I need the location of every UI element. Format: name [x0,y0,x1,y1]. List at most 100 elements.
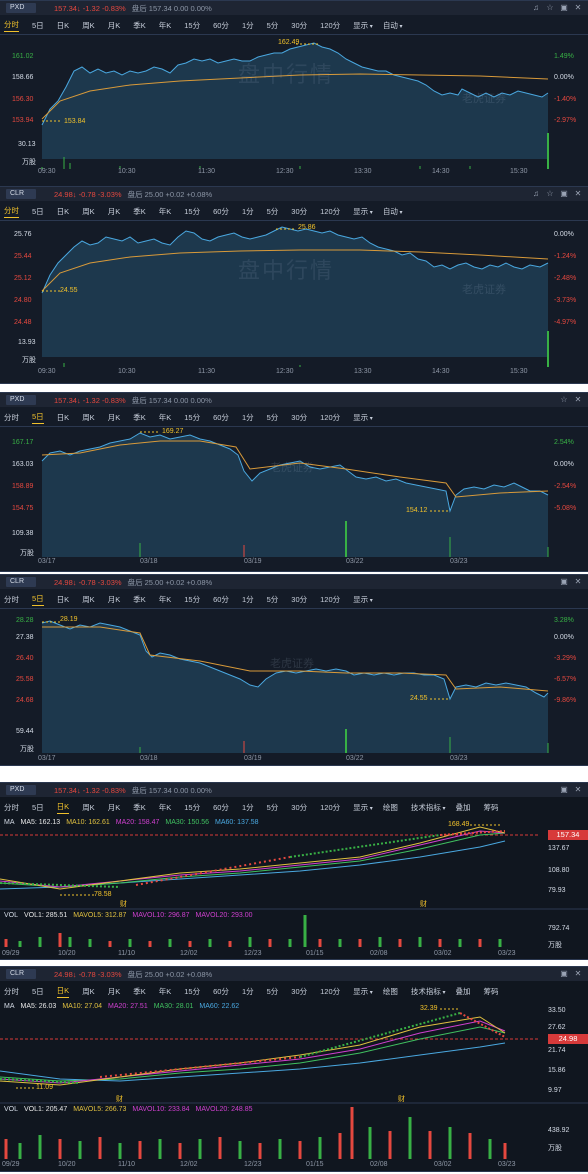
tab-quarterly[interactable]: 季K [133,594,146,604]
tab-monthly[interactable]: 月K [107,412,121,422]
display-dropdown[interactable]: 显示 [353,594,373,605]
tab-120min[interactable]: 120分 [320,206,341,216]
close-icon[interactable]: ✕ [574,189,582,198]
draw-button[interactable]: 绘图 [382,986,398,996]
tab-monthly[interactable]: 月K [107,594,121,604]
tab-yearly[interactable]: 年K [158,594,172,604]
tab-1min[interactable]: 1分 [241,802,254,812]
earnings-marker[interactable]: 财 [116,1096,123,1103]
tab-120min[interactable]: 120分 [320,802,341,812]
tab-30min[interactable]: 30分 [291,206,308,216]
auto-dropdown[interactable]: 自动 [383,20,403,31]
tab-30min[interactable]: 30分 [291,412,308,422]
tab-weekly[interactable]: 周K [82,412,95,422]
tab-quarterly[interactable]: 季K [133,206,146,216]
tab-weekly[interactable]: 周K [82,20,95,30]
tab-60min[interactable]: 60分 [213,986,229,996]
chips-button[interactable]: 筹码 [483,986,499,996]
tab-5day[interactable]: 5日 [32,593,44,606]
display-dropdown[interactable]: 显示 [353,206,373,217]
tab-60min[interactable]: 60分 [213,206,229,216]
star-icon[interactable]: ☆ [546,189,554,198]
tab-yearly[interactable]: 年K [158,802,172,812]
ticker-badge[interactable]: PXD [6,785,36,795]
close-icon[interactable]: ✕ [574,969,582,978]
display-dropdown[interactable]: 显示 [353,802,373,813]
tab-120min[interactable]: 120分 [320,986,341,996]
tab-intraday[interactable]: 分时 [4,802,19,812]
ticker-badge[interactable]: CLR [6,577,36,587]
tab-5day[interactable]: 5日 [32,206,44,216]
tab-60min[interactable]: 60分 [213,20,229,30]
tab-15min[interactable]: 15分 [184,206,201,216]
tab-15min[interactable]: 15分 [184,20,201,30]
tab-60min[interactable]: 60分 [213,594,229,604]
earnings-marker[interactable]: 财 [398,1096,405,1103]
tab-1min[interactable]: 1分 [241,594,254,604]
tab-5day[interactable]: 5日 [32,20,44,30]
tab-15min[interactable]: 15分 [184,986,201,996]
tab-monthly[interactable]: 月K [107,20,121,30]
close-icon[interactable]: ✕ [574,3,582,12]
star-icon[interactable]: ☆ [546,3,554,12]
tab-monthly[interactable]: 月K [107,986,121,996]
layout-icon[interactable]: ▣ [560,785,568,794]
display-dropdown[interactable]: 显示 [353,20,373,31]
tab-yearly[interactable]: 年K [158,412,172,422]
close-icon[interactable]: ✕ [574,577,582,586]
chips-button[interactable]: 筹码 [483,802,499,812]
display-dropdown[interactable]: 显示 [353,986,373,997]
tab-5min[interactable]: 5分 [266,594,279,604]
tab-1min[interactable]: 1分 [241,986,254,996]
close-icon[interactable]: ✕ [574,395,582,404]
tab-30min[interactable]: 30分 [291,594,308,604]
tab-120min[interactable]: 120分 [320,412,341,422]
ticker-badge[interactable]: PXD [6,395,36,405]
tab-monthly[interactable]: 月K [107,802,121,812]
tab-60min[interactable]: 60分 [213,802,229,812]
tab-quarterly[interactable]: 季K [133,20,146,30]
tab-5day[interactable]: 5日 [32,986,44,996]
indicators-dropdown[interactable]: 技术指标 [411,802,446,813]
tab-intraday[interactable]: 分时 [4,412,19,422]
draw-button[interactable]: 绘图 [382,802,398,812]
tab-1min[interactable]: 1分 [241,412,254,422]
tab-intraday[interactable]: 分时 [4,594,19,604]
tab-quarterly[interactable]: 季K [133,986,146,996]
layout-icon[interactable]: ▣ [560,577,568,586]
tab-60min[interactable]: 60分 [213,412,229,422]
tab-weekly[interactable]: 周K [82,206,95,216]
tab-quarterly[interactable]: 季K [133,802,146,812]
tab-1min[interactable]: 1分 [241,206,254,216]
tab-5min[interactable]: 5分 [266,412,279,422]
tab-weekly[interactable]: 周K [82,594,95,604]
tab-yearly[interactable]: 年K [158,206,172,216]
ticker-badge[interactable]: CLR [6,969,36,979]
star-icon[interactable]: ☆ [560,395,568,404]
tab-15min[interactable]: 15分 [184,802,201,812]
tab-weekly[interactable]: 周K [82,986,95,996]
layout-icon[interactable]: ▣ [560,969,568,978]
bell-icon[interactable]: ♫ [533,189,539,198]
tab-5min[interactable]: 5分 [266,986,279,996]
indicators-dropdown[interactable]: 技术指标 [411,986,446,997]
tab-30min[interactable]: 30分 [291,802,308,812]
layout-icon[interactable]: ▣ [560,3,568,12]
tab-daily[interactable]: 日K [56,594,70,604]
tab-daily[interactable]: 日K [56,801,70,814]
tab-5day[interactable]: 5日 [32,411,44,424]
tab-5min[interactable]: 5分 [266,20,279,30]
tab-30min[interactable]: 30分 [291,986,308,996]
tab-yearly[interactable]: 年K [158,986,172,996]
layout-icon[interactable]: ▣ [560,189,568,198]
tab-5min[interactable]: 5分 [266,206,279,216]
tab-weekly[interactable]: 周K [82,802,95,812]
tab-1min[interactable]: 1分 [241,20,254,30]
tab-5day[interactable]: 5日 [32,802,44,812]
auto-dropdown[interactable]: 自动 [383,206,403,217]
tab-120min[interactable]: 120分 [320,20,341,30]
earnings-marker[interactable]: 财 [120,901,127,908]
ticker-badge[interactable]: CLR [6,189,36,199]
tab-15min[interactable]: 15分 [184,594,201,604]
bell-icon[interactable]: ♫ [533,3,539,12]
